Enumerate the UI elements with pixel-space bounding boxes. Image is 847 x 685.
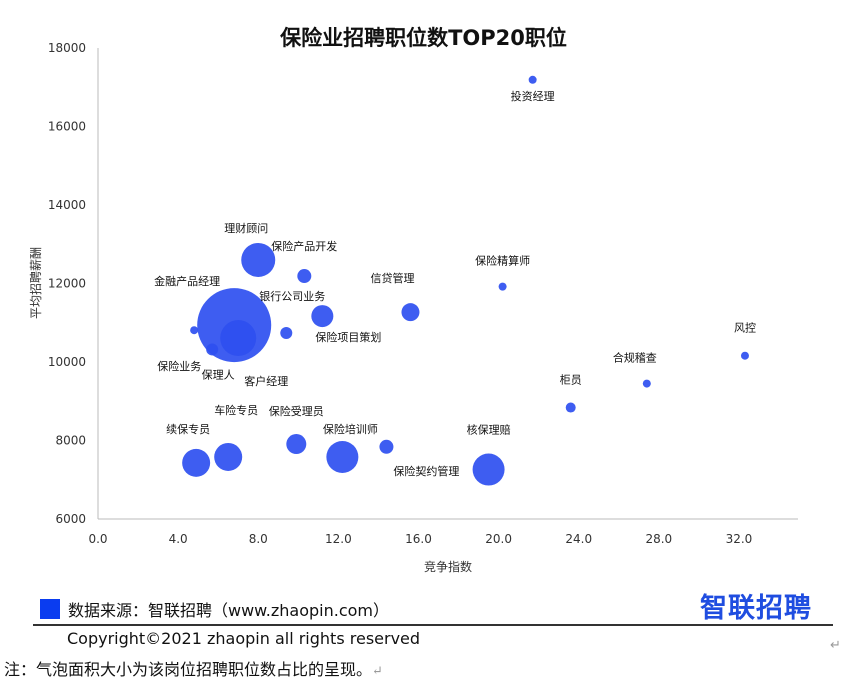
- data-label: 保险契约管理: [393, 464, 459, 478]
- zhaopin-logo: 智联招聘: [700, 593, 812, 624]
- data-label: 理财顾问: [224, 221, 268, 235]
- data-label: 银行公司业务: [259, 289, 325, 303]
- x-tick-label: 4.0: [169, 532, 188, 546]
- return-mark-icon: ↵: [830, 638, 841, 653]
- data-label: 客户经理: [244, 374, 288, 388]
- bubble: [326, 440, 359, 473]
- bubble: [642, 379, 651, 388]
- bubble: [220, 320, 257, 357]
- x-tick-label: 20.0: [485, 532, 512, 546]
- source-marker-icon: [40, 599, 60, 619]
- bubble: [379, 439, 394, 454]
- divider: [33, 624, 833, 626]
- bubble: [401, 303, 420, 322]
- data-label: 保理人: [202, 367, 235, 381]
- y-tick-label: 12000: [48, 277, 86, 291]
- data-label: 保险产品开发: [271, 239, 337, 253]
- bubble: [214, 442, 243, 471]
- bubble: [297, 269, 312, 284]
- data-label: 信贷管理: [370, 271, 414, 285]
- y-tick-label: 16000: [48, 120, 86, 134]
- x-tick-label: 8.0: [249, 532, 268, 546]
- bubble-chart: 0.0 4.0 8.0 12.0 16.0 20.0 24.0 28.0 32.0 6000 800…: [29, 41, 798, 574]
- y-tick-label: 8000: [55, 434, 86, 448]
- x-tick-label: 32.0: [726, 532, 753, 546]
- bubble: [206, 343, 219, 356]
- data-label: 核保理赔: [467, 423, 511, 437]
- x-tick-label: 24.0: [565, 532, 592, 546]
- data-label: 保险项目策划: [315, 330, 381, 344]
- chart-title: 保险业招聘职位数TOP20职位: [280, 26, 567, 50]
- y-tick-label: 14000: [48, 198, 86, 212]
- bubble: [472, 453, 505, 486]
- data-label: 柜员: [560, 374, 582, 387]
- data-label: 投资经理: [511, 89, 555, 103]
- bubble: [190, 326, 199, 335]
- return-mark-icon: ↵: [372, 664, 383, 679]
- y-tick-label: 6000: [55, 512, 86, 526]
- y-tick-label: 10000: [48, 355, 86, 369]
- data-label: 保险培训师: [323, 422, 378, 436]
- bubble: [311, 305, 334, 328]
- bubble: [286, 434, 307, 455]
- x-tick-label: 0.0: [88, 532, 107, 546]
- x-tick-label: 16.0: [405, 532, 432, 546]
- data-label: 保险业务: [157, 359, 201, 373]
- x-tick-label: 12.0: [325, 532, 352, 546]
- bubble: [182, 448, 211, 477]
- footnote-text: 注：气泡面积大小为该岗位招聘职位数占比的呈现。: [4, 660, 373, 679]
- bubble: [241, 242, 276, 277]
- x-axis-label: 竞争指数: [424, 559, 472, 574]
- data-label: 车险专员: [214, 403, 258, 417]
- source-text: 数据来源：智联招聘（www.zhaopin.com）: [68, 601, 390, 620]
- bubble: [528, 75, 537, 84]
- data-source: 数据来源：智联招聘（www.zhaopin.com）: [40, 597, 389, 621]
- y-axis-label: 平均招聘薪酬: [29, 247, 43, 319]
- bubble: [498, 282, 507, 291]
- data-label: 风控: [734, 321, 756, 335]
- data-label: 保险精算师: [475, 254, 530, 268]
- copyright: Copyright©2021 zhaopin all rights reserv…: [67, 629, 421, 648]
- x-tick-label: 28.0: [645, 532, 672, 546]
- data-label: 合规稽查: [613, 351, 657, 365]
- bubble: [565, 402, 576, 413]
- data-label: 续保专员: [166, 422, 210, 436]
- y-tick-label: 18000: [48, 41, 86, 55]
- footnote: 注：气泡面积大小为该岗位招聘职位数占比的呈现。↵: [4, 656, 383, 680]
- bubble: [280, 326, 293, 339]
- data-label: 保险受理员: [269, 404, 324, 418]
- data-label: 金融产品经理: [154, 274, 220, 288]
- bubble: [740, 351, 749, 360]
